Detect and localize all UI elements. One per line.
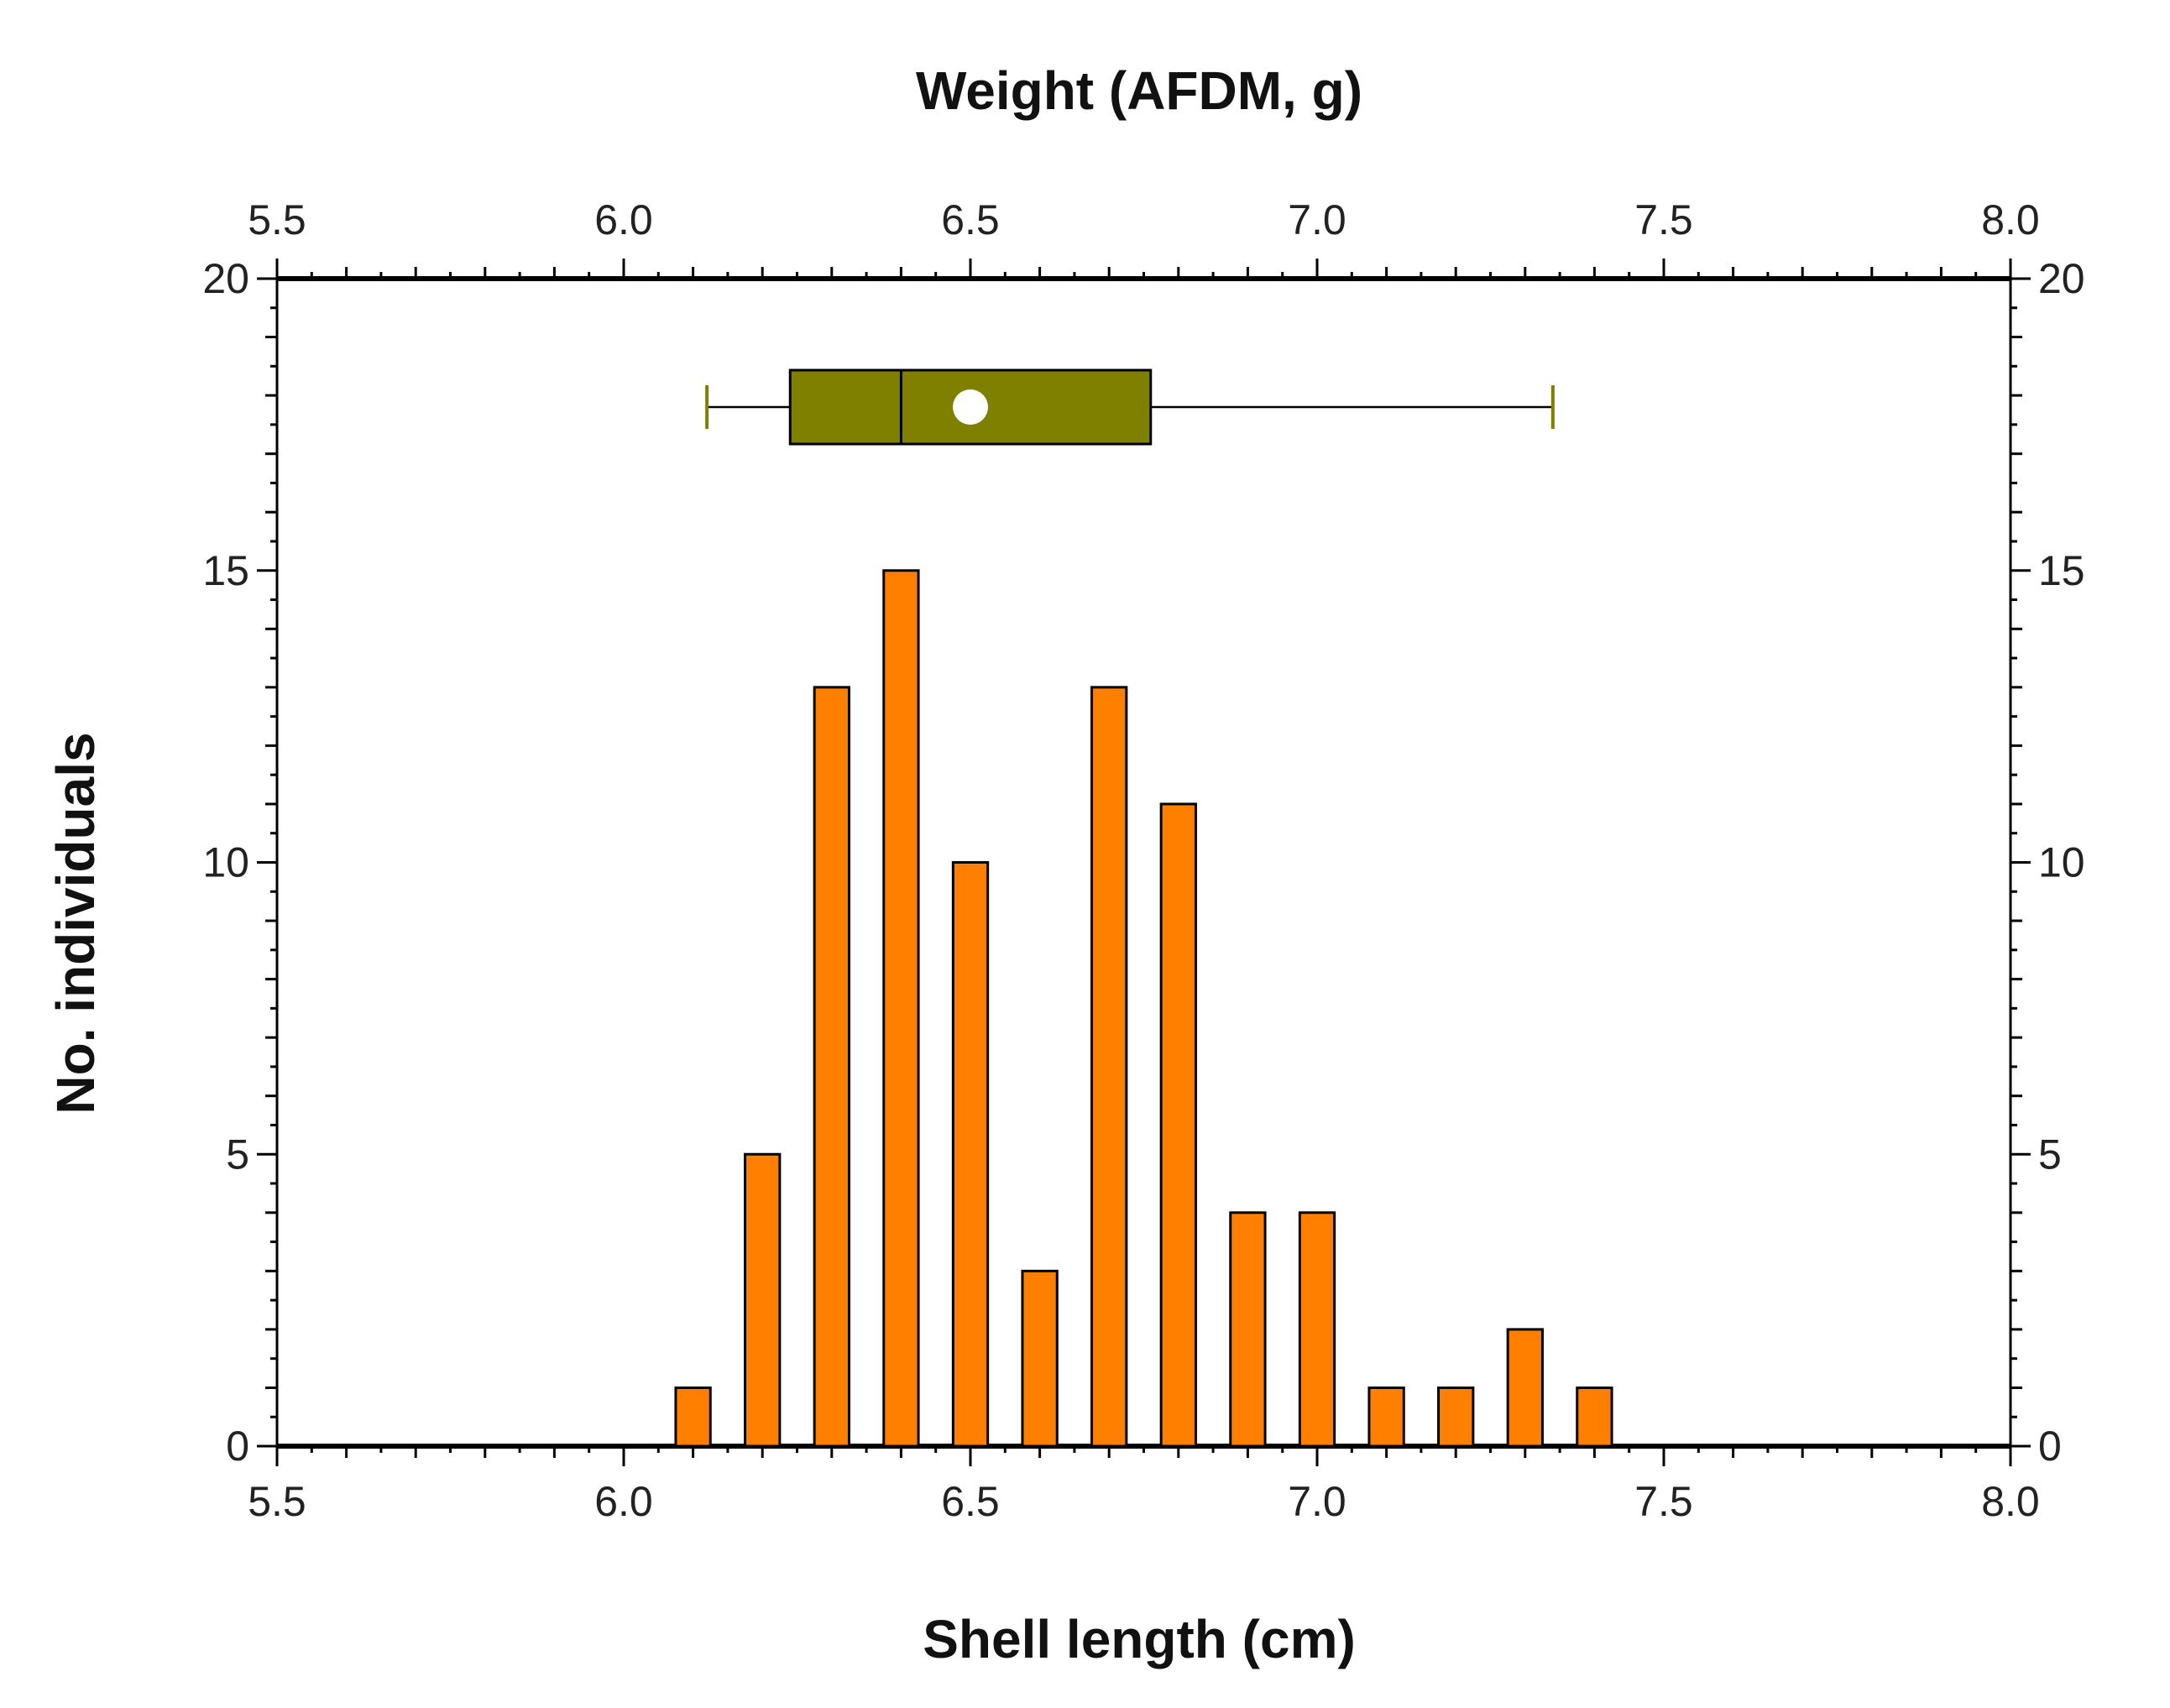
box-mean-marker: [953, 389, 988, 426]
y-tick-label: 5: [226, 1131, 249, 1178]
x2-tick-label: 6.0: [594, 196, 653, 243]
y-tick-label: 15: [202, 547, 249, 594]
histogram-bar: [1576, 1386, 1613, 1448]
x-tick-label: 7.0: [1288, 1478, 1346, 1525]
y2-tick-label: 10: [2038, 839, 2085, 886]
x-tick-label: 5.5: [248, 1478, 306, 1525]
y-tick-label: 20: [202, 255, 249, 302]
x2-tick-label: 8.0: [1981, 196, 2040, 243]
histogram-bar: [674, 1386, 712, 1448]
axis-ticks: [257, 259, 2031, 1466]
histogram-bar: [1506, 1328, 1544, 1448]
tick-labels: 5.5 6.0 6.5 7.0 7.5 8.0 5.5 6.0 6.5 7.0 7.5 8.0 0 5 10…: [202, 196, 2084, 1525]
histogram-bar: [1021, 1269, 1059, 1448]
histogram-bars: [674, 569, 1613, 1448]
histogram-bar: [882, 569, 920, 1448]
x2-tick-label: 6.5: [941, 196, 1000, 243]
histogram-bar: [813, 686, 850, 1448]
histogram-bar: [744, 1152, 782, 1448]
y2-tick-label: 0: [2038, 1423, 2062, 1470]
y2-tick-label: 5: [2038, 1131, 2062, 1178]
histogram-bar: [951, 861, 990, 1448]
x2-tick-label: 5.5: [248, 196, 306, 243]
x2-axis-title: Weight (AFDM, g): [916, 60, 1362, 121]
x2-tick-label: 7.5: [1634, 196, 1693, 243]
x-axis-title: Shell length (cm): [923, 1609, 1356, 1669]
y-tick-label: 0: [226, 1423, 249, 1470]
x2-tick-label: 7.0: [1288, 196, 1346, 243]
x-tick-label: 7.5: [1634, 1478, 1693, 1525]
histogram-bar: [1159, 802, 1197, 1448]
y2-tick-label: 15: [2038, 547, 2085, 594]
y-axis-title: No. individuals: [45, 732, 106, 1114]
x-tick-label: 8.0: [1981, 1478, 2040, 1525]
plot-frame: [275, 276, 2012, 1449]
x-tick-label: 6.5: [941, 1478, 1000, 1525]
boxplot: [705, 368, 1555, 446]
x-tick-label: 6.0: [594, 1478, 653, 1525]
histogram-bar: [1367, 1386, 1405, 1448]
histogram-bar: [1229, 1211, 1267, 1448]
y-tick-label: 10: [202, 839, 249, 886]
histogram-bar: [1090, 686, 1128, 1448]
histogram-bar: [1437, 1386, 1475, 1448]
histogram-bar: [1298, 1211, 1336, 1448]
y2-tick-label: 20: [2038, 255, 2085, 302]
